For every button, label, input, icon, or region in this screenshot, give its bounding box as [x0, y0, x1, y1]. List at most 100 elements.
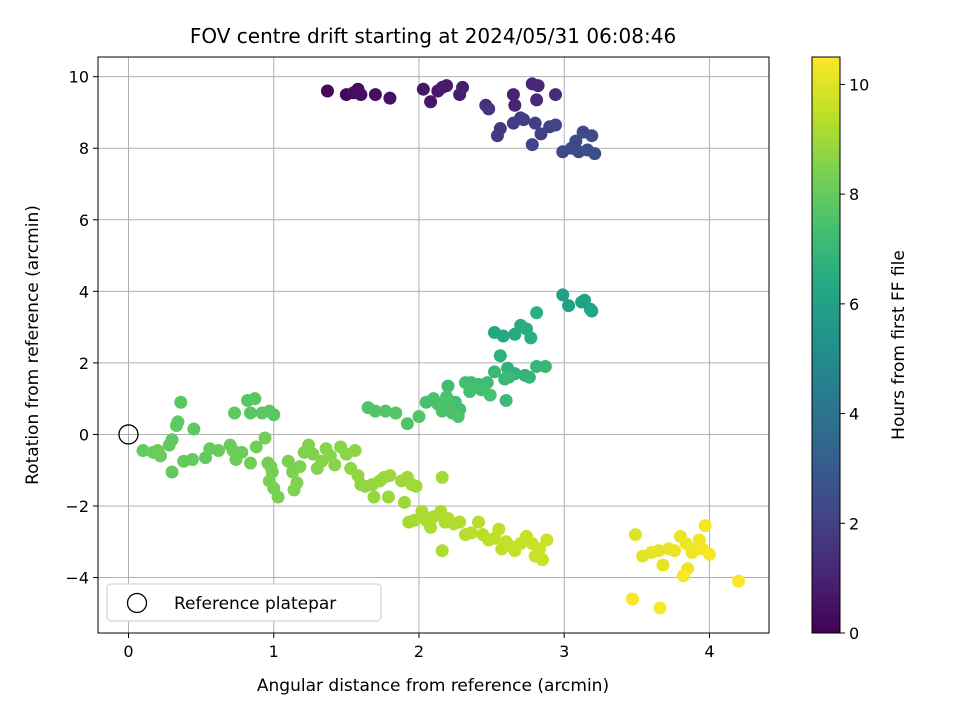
data-point — [389, 406, 403, 420]
colorbar-tick-label: 8 — [849, 185, 859, 204]
data-point — [383, 91, 397, 105]
data-point — [483, 388, 497, 402]
data-point — [453, 515, 467, 529]
colorbar-label: Hours from first FF file — [889, 250, 909, 440]
data-point — [271, 490, 285, 504]
data-point — [249, 440, 263, 454]
data-point — [169, 418, 183, 432]
data-point — [535, 553, 549, 567]
data-point — [435, 544, 449, 558]
legend-open-circle-icon — [126, 592, 148, 614]
data-point — [424, 520, 438, 534]
data-point — [165, 465, 179, 479]
data-point — [368, 88, 382, 102]
data-point — [656, 558, 670, 572]
data-point — [281, 454, 295, 468]
x-tick-label: 0 — [123, 642, 133, 661]
data-point — [412, 410, 426, 424]
reference-point-marker — [118, 424, 139, 445]
data-point — [174, 395, 188, 409]
data-point — [451, 410, 465, 424]
data-point — [530, 306, 544, 320]
data-point — [320, 84, 334, 98]
data-point — [248, 392, 262, 406]
data-point — [508, 98, 522, 112]
legend-box — [106, 583, 382, 622]
data-point — [493, 349, 507, 363]
data-point — [698, 519, 712, 533]
colorbar-tick-label: 10 — [849, 75, 869, 94]
data-point — [556, 288, 570, 302]
data-point — [502, 370, 516, 384]
scatter-points — [136, 77, 745, 615]
colorbar-tick-label: 2 — [849, 514, 859, 533]
y-tick-label: −2 — [65, 497, 89, 516]
data-point — [367, 490, 381, 504]
data-point — [538, 359, 552, 373]
legend: Reference platepar — [106, 583, 382, 622]
data-point — [463, 385, 477, 399]
plot-frame — [97, 56, 770, 634]
data-point — [456, 80, 470, 94]
x-axis-label: Angular distance from reference (arcmin) — [257, 676, 609, 696]
data-point — [235, 445, 249, 459]
data-point — [732, 574, 745, 588]
data-point — [496, 329, 510, 343]
grid-lines — [98, 57, 769, 633]
x-axis-ticks: 0 1 2 3 4 — [123, 633, 715, 661]
data-point — [524, 331, 538, 345]
data-point — [528, 116, 542, 130]
data-point — [187, 422, 201, 436]
data-point — [400, 417, 414, 431]
data-point — [409, 479, 423, 493]
y-tick-label: 4 — [79, 282, 89, 301]
data-point — [525, 138, 539, 152]
data-point — [533, 542, 547, 556]
x-tick-label: 2 — [414, 642, 424, 661]
data-point — [562, 299, 576, 313]
data-point — [492, 522, 506, 536]
data-point — [585, 129, 599, 143]
data-point — [408, 513, 422, 527]
y-tick-label: 8 — [79, 139, 89, 158]
y-tick-label: −4 — [65, 569, 89, 588]
colorbar-tick-label: 4 — [849, 405, 859, 424]
data-point — [653, 601, 667, 615]
y-axis-label: Rotation from reference (arcmin) — [23, 205, 43, 485]
data-point — [493, 122, 507, 136]
data-point — [290, 476, 304, 490]
data-point — [368, 404, 382, 418]
data-point — [383, 469, 397, 483]
data-point — [585, 304, 599, 318]
data-point — [564, 141, 578, 155]
data-point — [522, 370, 536, 384]
data-point — [530, 93, 544, 107]
y-tick-label: 2 — [79, 354, 89, 373]
data-point — [228, 406, 242, 420]
data-point — [441, 379, 455, 393]
data-point — [397, 495, 411, 509]
data-point — [702, 547, 716, 561]
data-point — [244, 456, 257, 470]
x-tick-label: 1 — [269, 642, 279, 661]
legend-label: Reference platepar — [174, 594, 336, 614]
y-axis-ticks: −4 −2 0 2 4 6 8 10 — [65, 68, 98, 588]
data-point — [381, 490, 395, 504]
chart-title: FOV centre drift starting at 2024/05/31 … — [190, 24, 676, 48]
data-point — [244, 406, 257, 420]
data-point — [258, 431, 272, 445]
y-tick-label: 10 — [69, 68, 89, 87]
colorbar-ticks: 0 2 4 6 8 10 — [840, 75, 869, 643]
data-point — [652, 544, 666, 558]
data-point — [588, 147, 602, 161]
data-point — [440, 79, 454, 93]
reference-point — [118, 424, 139, 445]
data-point — [482, 102, 496, 116]
data-point — [517, 113, 531, 127]
data-point — [348, 444, 362, 458]
data-point — [151, 444, 165, 458]
data-point — [676, 569, 690, 583]
x-tick-label: 4 — [704, 642, 714, 661]
data-point — [136, 444, 150, 458]
